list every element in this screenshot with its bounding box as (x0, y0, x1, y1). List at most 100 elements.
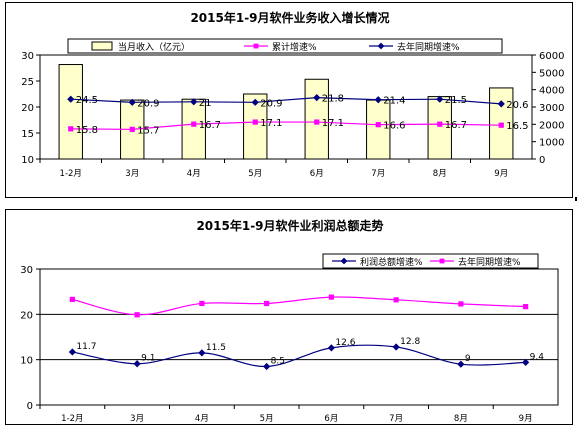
data-label: 12.8 (400, 337, 420, 347)
data-point (252, 119, 258, 125)
x-tick-label: 4月 (195, 414, 209, 424)
data-point (375, 122, 381, 128)
legend-label: 去年同期增速% (458, 256, 521, 268)
right-tick-label: 5000 (539, 68, 564, 79)
data-point (457, 360, 465, 368)
data-point (374, 96, 382, 104)
data-label: 11.5 (206, 343, 226, 353)
series-line (72, 344, 526, 368)
data-label: 21.8 (322, 94, 344, 105)
data-point (251, 98, 259, 106)
data-point (191, 121, 197, 127)
data-point (129, 126, 135, 132)
data-point (327, 344, 335, 352)
data-point (377, 42, 385, 50)
profit-chart: 2015年1-9月软件业利润总额走势 利润总额增速% 去年同期增速% 0 10 20 3… (20, 218, 559, 424)
data-label: 9 (465, 354, 471, 364)
data-label: 20.9 (260, 98, 282, 109)
data-label: 9.1 (141, 354, 155, 364)
x-tick-label: 9月 (494, 169, 508, 179)
data-point (190, 98, 198, 106)
legend-box (67, 38, 503, 54)
chart-title: 2015年1-9月软件业务收入增长情况 (190, 10, 389, 25)
profit-chart-panel: 2015年1-9月软件业利润总额走势 利润总额增速% 去年同期增速% 0 10 20 3… (5, 209, 573, 425)
x-tick-label: 4月 (187, 169, 201, 179)
data-point (497, 100, 505, 108)
right-tick-label: 3000 (539, 103, 564, 114)
data-label: 21.5 (445, 95, 467, 106)
data-point (128, 98, 136, 106)
plot-area (39, 268, 559, 406)
legend-label: 去年同期增速% (397, 41, 460, 53)
x-tick-label: 5月 (260, 414, 274, 424)
left-tick-label: 20 (21, 103, 34, 114)
legend: 当月收入（亿元） 累计增速% 去年同期增速% (91, 41, 460, 53)
right-tick-label: 4000 (539, 86, 564, 97)
data-label: 8.5 (271, 356, 285, 366)
plot-area (39, 54, 533, 160)
left-tick-label: 10 (21, 155, 34, 166)
plot: 10 15 20 25 30 0 1000 2000 3000 4000 5000 6000 1-2月 3… (21, 51, 564, 179)
x-tick-label: 7月 (371, 169, 385, 179)
data-point (436, 95, 444, 103)
x-tick-label: 3月 (130, 414, 144, 424)
data-point (392, 343, 400, 351)
data-point (498, 122, 504, 128)
chart-title: 2015年1-9月软件业利润总额走势 (196, 218, 383, 233)
data-point (134, 312, 140, 318)
legend: 利润总额增速% 去年同期增速% (332, 256, 521, 268)
plot: 0 10 20 30 1-2月 3月 4月 5月 6月 7月 8月 9月 11.7 9.1 11.5 8.5 1… (20, 265, 558, 424)
revenue-bar (243, 93, 268, 160)
data-point (253, 43, 259, 49)
data-point (198, 349, 206, 357)
data-label: 21 (199, 98, 212, 109)
left-tick-label: 25 (21, 77, 34, 88)
x-tick-label: 8月 (433, 169, 447, 179)
data-label: 12.6 (335, 338, 355, 348)
data-point (69, 296, 75, 302)
series-line (72, 296, 526, 316)
x-tick-label: 1-2月 (61, 414, 83, 424)
data-label: 11.7 (76, 342, 96, 352)
data-label: 20.6 (506, 100, 528, 111)
right-tick-label: 6000 (539, 51, 564, 62)
data-label: 15.8 (76, 125, 98, 136)
x-tick-label: 6月 (324, 414, 338, 424)
data-label: 21.4 (383, 96, 405, 107)
data-label: 24.5 (76, 95, 98, 106)
data-point (313, 94, 321, 102)
legend-label: 利润总额增速% (360, 256, 423, 268)
data-point (264, 300, 270, 307)
data-label: 17.1 (260, 118, 282, 129)
data-point (523, 304, 529, 310)
data-point (68, 126, 74, 132)
data-point (439, 258, 445, 264)
series-line (70, 97, 502, 105)
data-label: 16.7 (445, 120, 467, 131)
data-label: 9.4 (530, 352, 545, 362)
x-tick-label: 9月 (519, 414, 533, 424)
legend-label: 累计增速% (272, 41, 317, 53)
revenue-bar (58, 64, 83, 160)
data-label: 17.1 (322, 118, 344, 129)
legend-label: 当月收入（亿元） (118, 41, 190, 53)
data-point (68, 348, 76, 356)
data-point (199, 300, 205, 307)
left-tick-label: 15 (21, 129, 34, 140)
data-point (133, 360, 141, 368)
x-tick-label: 6月 (310, 169, 324, 179)
y-tick-label: 10 (20, 356, 33, 367)
x-tick-label: 5月 (248, 169, 262, 179)
x-tick-label: 8月 (454, 414, 468, 424)
y-tick-label: 0 (27, 401, 33, 412)
legend-swatch (91, 41, 113, 51)
x-tick-label: 3月 (125, 169, 139, 179)
corner-mark (575, 197, 577, 201)
data-label: 16.6 (383, 121, 405, 132)
data-point (393, 297, 399, 303)
data-point (522, 358, 530, 366)
revenue-chart: 2015年1-9月软件业务收入增长情况 当月收入（亿元） 累计增速% 去年同期增速%… (21, 10, 564, 179)
data-point (263, 362, 271, 371)
x-tick-label: 1-2月 (60, 169, 82, 179)
revenue-bar (304, 78, 329, 160)
